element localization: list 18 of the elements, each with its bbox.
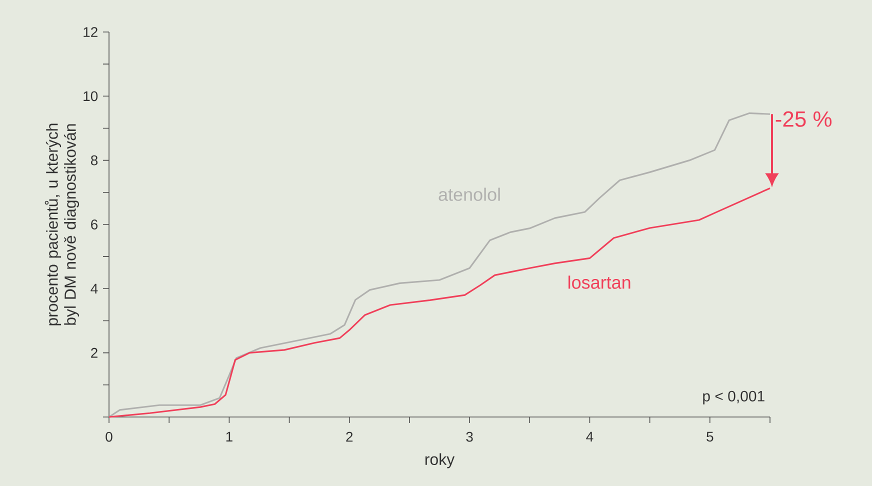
x-tick-label: 0 xyxy=(106,432,112,442)
x-tick-label: 2 xyxy=(346,432,353,442)
x-tick-label: 1 xyxy=(226,432,232,442)
annotation: p < 0,001 xyxy=(703,390,764,404)
y-tick-label: 2 xyxy=(91,348,98,358)
y-tick-label: 8 xyxy=(90,155,98,166)
series-label: losartan xyxy=(568,276,630,289)
y-tick-label: 10 xyxy=(84,91,98,102)
series-label: atenolol xyxy=(438,188,500,201)
y-tick-label: 12 xyxy=(84,27,98,37)
x-axis-title: roky xyxy=(425,453,455,468)
y-axis-title: procento pacientů, u kterých byl DM nově diagnostikován xyxy=(44,124,80,326)
x-tick-label: 5 xyxy=(706,432,714,442)
annotation: -25 % xyxy=(776,111,832,127)
y-tick-label: 6 xyxy=(91,220,98,230)
x-tick-label: 3 xyxy=(466,432,473,442)
x-tick-label: 4 xyxy=(586,432,594,442)
y-tick-label: 4 xyxy=(90,284,98,294)
